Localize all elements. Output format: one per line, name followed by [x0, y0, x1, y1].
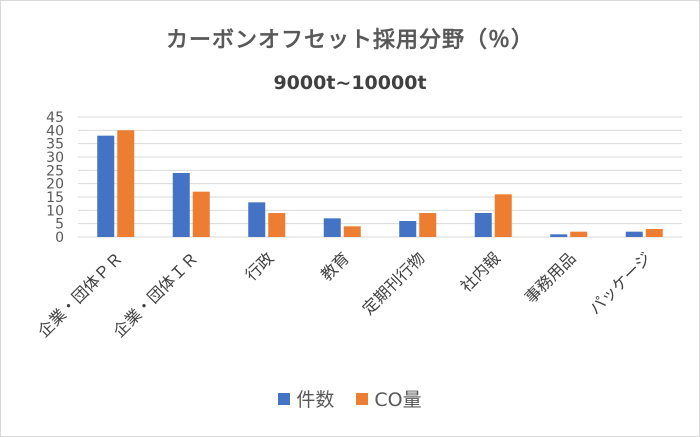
chart-title: カーボンオフセット採用分野（％）	[165, 28, 534, 53]
y-tick-label: 5	[55, 217, 64, 233]
bar-series-1	[323, 218, 341, 237]
y-tick-label: 15	[46, 190, 64, 206]
x-tick-label: 社内報	[457, 248, 504, 295]
x-tick-label: 行政	[242, 248, 278, 284]
x-tick-label: 事務用品	[521, 248, 580, 307]
bar-series-1	[248, 202, 266, 237]
chart-subtitle: 9000t~10000t	[273, 72, 427, 94]
bar-series-2	[419, 213, 437, 237]
bar-series-2	[645, 229, 663, 237]
y-tick-label: 30	[46, 150, 64, 166]
y-tick-label: 25	[46, 163, 64, 179]
y-tick-label: 40	[46, 123, 64, 139]
bar-series-2	[343, 226, 361, 237]
bar-series-2	[570, 231, 588, 237]
legend-swatch-series-1	[278, 392, 291, 405]
bar-series-2	[117, 130, 135, 237]
legend-label-series-1: 件数	[296, 389, 335, 411]
y-tick-label: 45	[46, 110, 64, 126]
bar-series-2	[192, 191, 210, 237]
bar-series-1	[625, 231, 643, 237]
legend-label-series-2: CO量	[374, 389, 422, 411]
bar-series-1	[474, 213, 492, 237]
legend-item-series-2: CO量	[356, 385, 422, 412]
bar-series-1	[97, 135, 115, 237]
x-tick-label: 教育	[317, 248, 353, 284]
bar-series-1	[550, 234, 568, 237]
legend: 件数 CO量	[0, 385, 700, 412]
bar-series-1	[172, 173, 190, 237]
y-tick-label: 35	[46, 137, 64, 153]
y-tick-label: 10	[46, 203, 64, 219]
y-tick-label: 0	[55, 230, 64, 246]
bar-series-2	[268, 213, 286, 237]
y-tick-label: 20	[46, 177, 64, 193]
bar-series-1	[399, 221, 417, 237]
legend-item-series-1: 件数	[278, 385, 334, 412]
bar-series-2	[494, 194, 512, 237]
legend-swatch-series-2	[356, 392, 369, 405]
x-tick-label: パッケージ	[585, 248, 655, 318]
x-tick-label: 定期刊行物	[359, 248, 429, 318]
